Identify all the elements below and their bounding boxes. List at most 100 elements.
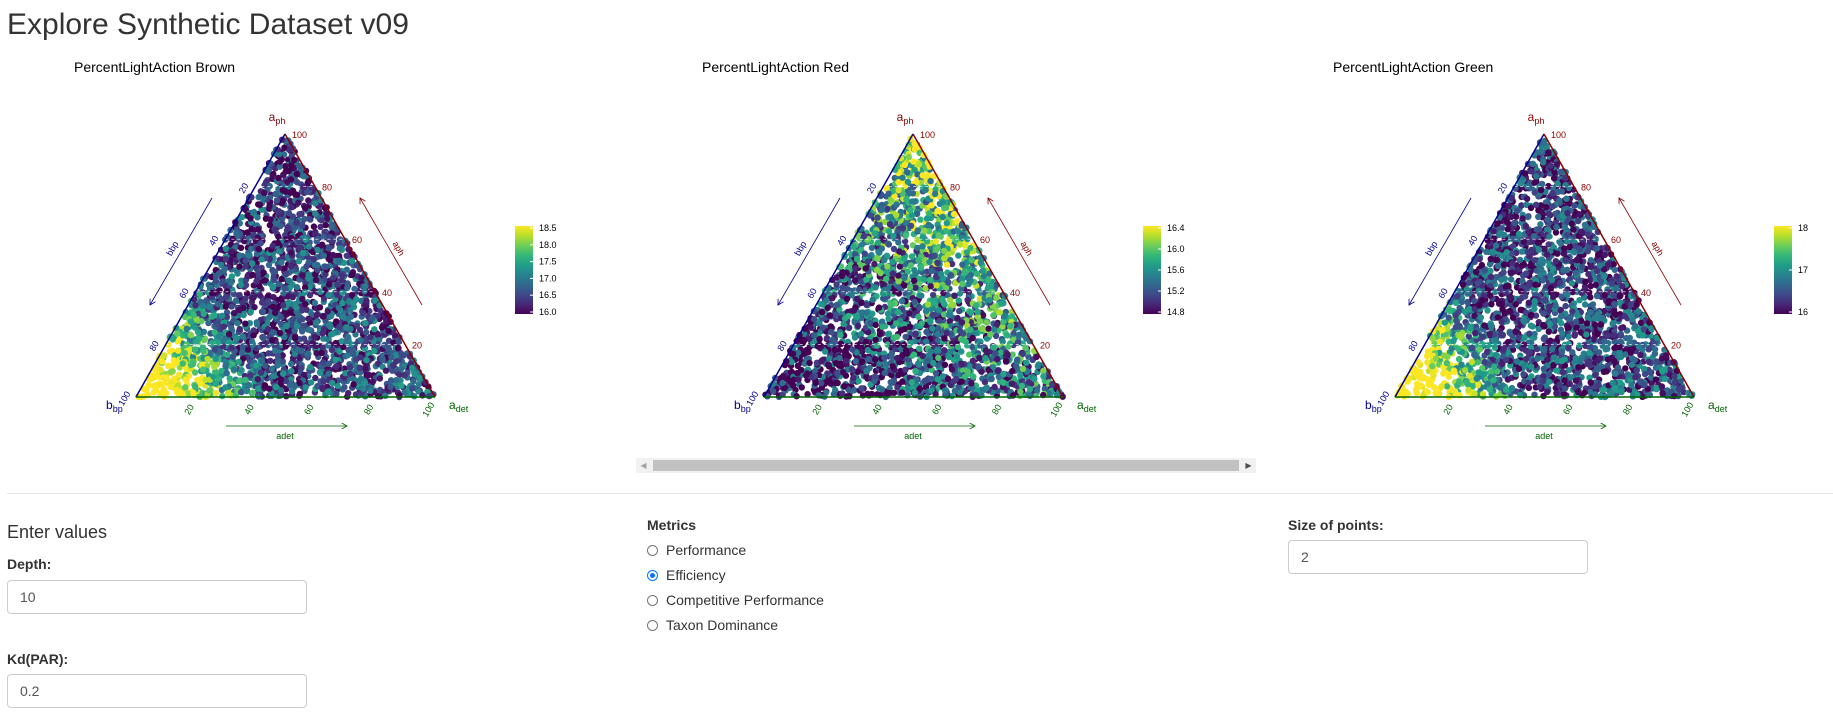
data-point: [936, 317, 943, 325]
right-tick-label: 80: [322, 183, 332, 193]
data-point: [833, 301, 841, 309]
data-point: [239, 333, 247, 340]
data-point: [411, 370, 418, 378]
data-point: [991, 326, 998, 333]
right-axis-line: [912, 133, 1064, 398]
data-point: [217, 349, 224, 356]
data-point: [365, 371, 373, 379]
data-point: [907, 339, 914, 346]
bottom-tick-label: 100: [1048, 400, 1064, 418]
ternary-gridlines: [793, 186, 1033, 345]
data-point: [858, 309, 865, 316]
data-point: [901, 238, 909, 245]
data-point: [851, 334, 859, 341]
data-point: [924, 301, 932, 308]
data-point: [1007, 322, 1014, 330]
bottom-tick-label: 80: [362, 403, 376, 417]
data-point: [928, 375, 935, 383]
data-point: [312, 319, 320, 326]
data-point: [277, 376, 285, 383]
data-point: [987, 331, 994, 338]
data-point: [199, 343, 206, 351]
data-point: [256, 282, 263, 290]
data-point: [357, 337, 364, 344]
data-point: [884, 205, 891, 213]
data-point: [346, 363, 354, 371]
data-point: [874, 391, 881, 398]
data-point: [213, 320, 221, 327]
data-point: [287, 263, 295, 270]
data-point: [929, 311, 936, 319]
data-point: [916, 385, 924, 392]
data-point: [282, 343, 289, 350]
data-point: [222, 245, 230, 253]
data-point: [881, 354, 888, 361]
data-point: [917, 264, 925, 271]
data-point: [325, 281, 333, 288]
data-point: [964, 235, 971, 243]
data-point: [256, 292, 264, 299]
data-point: [908, 212, 916, 219]
data-point: [313, 350, 320, 357]
data-point: [273, 384, 280, 391]
data-point: [353, 322, 360, 330]
data-point: [899, 225, 907, 232]
data-point: [951, 210, 958, 218]
data-point: [233, 335, 240, 342]
data-point: [834, 371, 841, 378]
data-point: [415, 388, 422, 395]
right-tick-label: 100: [292, 130, 307, 140]
data-point: [261, 189, 268, 197]
data-point: [162, 374, 169, 381]
data-point: [222, 255, 230, 263]
data-point: [911, 140, 918, 148]
data-point: [845, 312, 852, 320]
right-tick-label: 40: [382, 288, 392, 298]
data-point: [902, 232, 909, 239]
bottom-tick-label: 80: [990, 403, 1004, 417]
data-point: [306, 326, 313, 333]
data-point: [915, 313, 922, 320]
data-point: [279, 187, 287, 194]
data-point: [895, 278, 902, 285]
data-point: [917, 216, 924, 223]
data-point: [943, 261, 951, 268]
data-point: [325, 370, 332, 377]
data-point: [348, 257, 356, 265]
data-point: [229, 353, 237, 361]
data-point: [287, 197, 294, 205]
data-point: [245, 381, 252, 389]
data-point: [202, 376, 209, 384]
data-point: [884, 263, 891, 270]
data-point: [275, 248, 283, 255]
data-point: [981, 378, 989, 386]
data-point: [1019, 340, 1026, 347]
data-point: [927, 318, 934, 325]
data-point: [948, 260, 956, 268]
data-point: [863, 276, 870, 283]
data-point: [906, 361, 913, 369]
data-point: [367, 334, 374, 341]
data-point: [212, 379, 219, 387]
data-point: [179, 391, 186, 398]
data-point: [1009, 351, 1016, 358]
data-point: [919, 243, 926, 250]
data-point: [293, 191, 301, 198]
data-point: [238, 389, 245, 396]
data-point: [153, 370, 160, 377]
data-point: [302, 236, 309, 244]
data-point: [296, 237, 303, 245]
data-point: [901, 255, 908, 262]
data-point: [884, 331, 892, 338]
data-point: [1002, 358, 1010, 365]
data-point: [293, 219, 300, 226]
data-point: [236, 252, 243, 259]
data-point: [878, 205, 886, 213]
data-point: [916, 345, 923, 352]
data-point: [222, 362, 229, 370]
data-point: [195, 335, 203, 342]
data-point: [311, 299, 319, 307]
data-point: [378, 324, 386, 331]
data-point: [185, 390, 192, 397]
data-point: [277, 158, 284, 165]
